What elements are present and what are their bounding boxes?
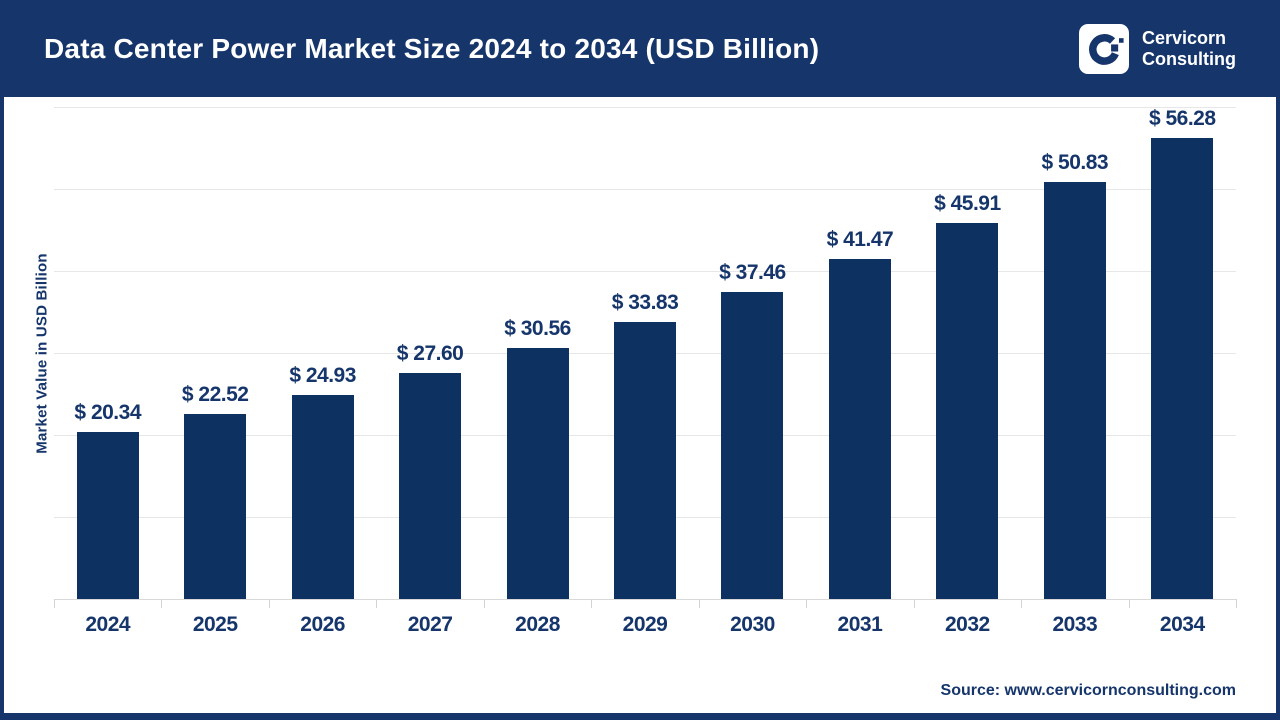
- bar-2033: [1043, 182, 1106, 599]
- x-axis-tick: [913, 599, 915, 608]
- x-axis-line: [54, 599, 1236, 600]
- x-axis-label: 2026: [300, 613, 345, 636]
- x-axis-tick: [376, 599, 378, 608]
- gridline: [54, 271, 1236, 272]
- header-banner: Data Center Power Market Size 2024 to 20…: [4, 0, 1276, 97]
- bar-value-label: $ 56.28: [1148, 106, 1216, 130]
- x-axis-tick: [1236, 599, 1237, 608]
- x-axis-tick: [1021, 599, 1023, 608]
- x-axis-label: 2034: [1159, 613, 1205, 636]
- bar-2029: [614, 321, 676, 599]
- bar-value-label: $ 41.47: [826, 227, 894, 251]
- bar-2031: [828, 258, 891, 599]
- x-axis-label: 2028: [515, 613, 560, 636]
- bar-value-label: $ 27.60: [396, 341, 464, 365]
- gridline: [54, 189, 1236, 190]
- source-attribution: Source: www.cervicornconsulting.com: [940, 682, 1236, 699]
- x-axis-tick: [161, 599, 163, 608]
- x-axis-label: 2031: [837, 613, 883, 636]
- x-axis-tick: [483, 599, 485, 608]
- x-axis-label: 2032: [945, 613, 990, 636]
- bar-2032: [936, 222, 999, 599]
- x-axis-label: 2025: [192, 613, 238, 636]
- brand-logo: Cervicorn Consulting: [1079, 23, 1236, 74]
- bar-value-label: $ 22.52: [181, 383, 249, 407]
- page-title: Data Center Power Market Size 2024 to 20…: [44, 32, 820, 64]
- bar-2025: [184, 414, 247, 599]
- bar-2030: [721, 291, 784, 599]
- bar-value-label: $ 33.83: [611, 290, 679, 314]
- x-axis-tick: [54, 599, 55, 608]
- bar-value-label: $ 45.91: [934, 191, 1001, 215]
- bar-value-label: $ 37.46: [719, 260, 786, 284]
- x-axis-tick: [806, 599, 808, 608]
- bar-chart-plot-area: $ 20.34 2024 $ 22.52 2025 $ 24.93 2026 $ 27.60…: [54, 106, 1237, 636]
- gridline: [54, 107, 1236, 108]
- bar-2027: [399, 372, 462, 599]
- bar-2024: [76, 432, 139, 599]
- bar-2026: [291, 394, 354, 599]
- bar-2034: [1151, 137, 1214, 599]
- bar-value-label: $ 24.93: [289, 363, 356, 387]
- brand-name-line2: Consulting: [1142, 48, 1236, 69]
- x-axis-label: 2033: [1052, 613, 1098, 636]
- bar-2028: [506, 348, 569, 599]
- bar-value-label: $ 30.56: [504, 317, 571, 341]
- bar-value-label: $ 50.83: [1041, 151, 1109, 175]
- brand-name: Cervicorn Consulting: [1142, 28, 1236, 69]
- x-axis-label: 2029: [622, 613, 668, 636]
- x-axis-tick: [268, 599, 270, 608]
- brand-name-line1: Cervicorn: [1142, 27, 1227, 48]
- x-axis-tick: [698, 599, 700, 608]
- x-axis-label: 2024: [85, 613, 131, 636]
- cervicorn-logo-icon: [1079, 23, 1130, 74]
- x-axis-label: 2027: [407, 613, 453, 636]
- bar-value-label: $ 20.34: [74, 401, 142, 425]
- x-axis-label: 2030: [730, 613, 775, 636]
- x-axis-tick: [1128, 599, 1130, 608]
- x-axis-tick: [591, 599, 593, 608]
